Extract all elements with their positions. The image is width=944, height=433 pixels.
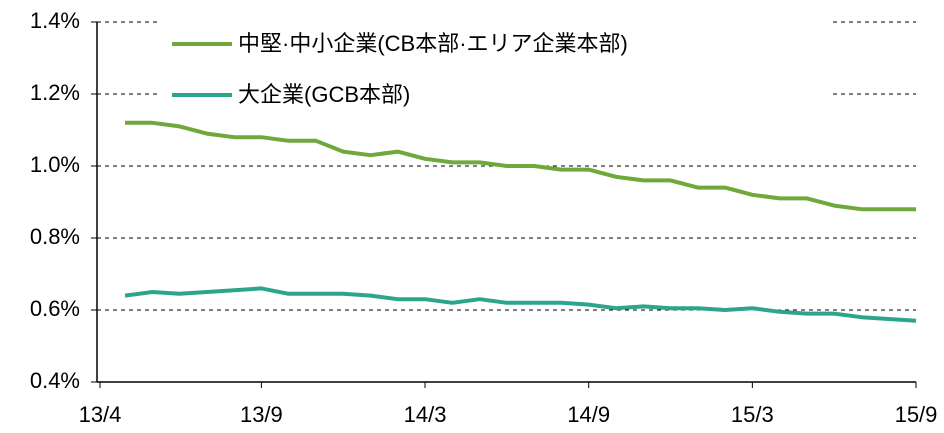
legend-label: 大企業(GCB本部)	[238, 82, 410, 107]
x-tick-label: 13/4	[79, 402, 122, 427]
x-tick-label: 13/9	[240, 402, 283, 427]
y-tick-label: 0.4%	[30, 368, 80, 393]
y-tick-label: 0.6%	[30, 296, 80, 321]
x-tick-label: 14/3	[404, 402, 447, 427]
y-tick-label: 1.4%	[30, 8, 80, 33]
x-tick-label: 15/9	[895, 402, 938, 427]
x-tick-label: 15/3	[731, 402, 774, 427]
x-tick-label: 14/9	[567, 402, 610, 427]
y-tick-label: 1.0%	[30, 152, 80, 177]
series-line	[124, 286, 917, 323]
y-tick-label: 1.2%	[30, 80, 80, 105]
legend-background	[160, 20, 830, 120]
series-line	[125, 120, 916, 212]
legend-label: 中堅·中小企業(CB本部·エリア企業本部)	[238, 31, 628, 56]
y-tick-label: 0.8%	[30, 224, 80, 249]
